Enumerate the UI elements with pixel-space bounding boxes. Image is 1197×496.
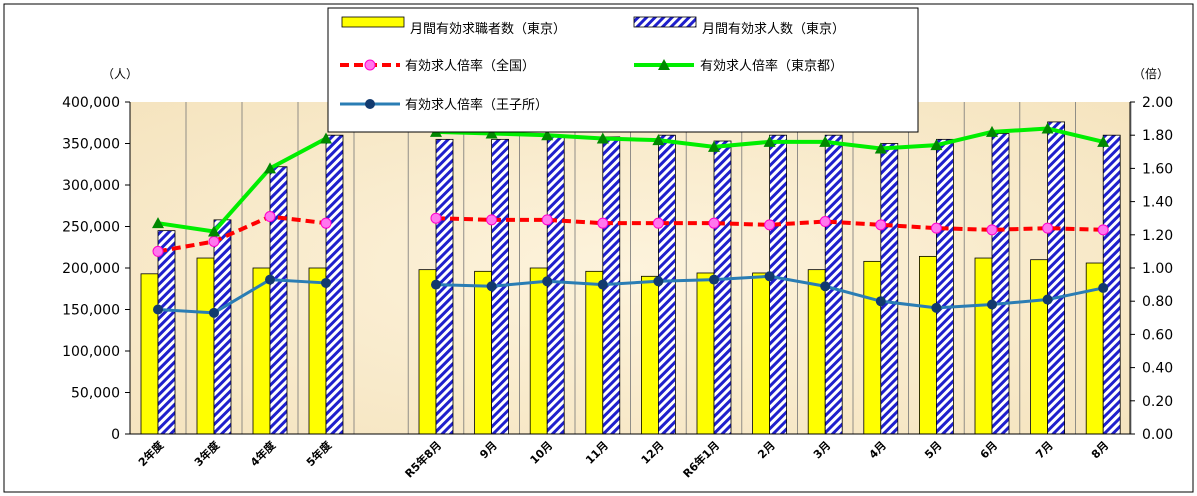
marker-oji-ratio [876, 296, 886, 306]
left-tick-label: 150,000 [62, 303, 120, 319]
marker-national-ratio [1098, 225, 1108, 235]
right-tick-label: 1.60 [1142, 161, 1173, 177]
bar-job-seekers [1031, 260, 1048, 434]
marker-national-ratio [931, 223, 941, 233]
bar-job-seekers [197, 258, 214, 434]
marker-oji-ratio [598, 280, 608, 290]
bar-job-openings [992, 134, 1009, 434]
marker-oji-ratio [1098, 283, 1108, 293]
bar-job-seekers [253, 268, 270, 434]
bar-job-openings [881, 144, 898, 435]
legend-label-tokyo: 有効求人倍率（東京都） [700, 58, 843, 74]
left-tick-label: 200,000 [62, 261, 120, 277]
left-tick-label: 300,000 [62, 178, 120, 194]
marker-oji-ratio [431, 280, 441, 290]
marker-national-ratio [598, 218, 608, 228]
marker-national-ratio [1043, 223, 1053, 233]
marker-national-ratio [265, 212, 275, 222]
left-tick-label: 50,000 [71, 386, 120, 402]
right-tick-label: 0.60 [1142, 327, 1173, 343]
marker-national-ratio [765, 220, 775, 230]
left-tick-label: 250,000 [62, 220, 120, 236]
marker-national-ratio [209, 236, 219, 246]
left-tick-label: 350,000 [62, 137, 120, 153]
left-axis-unit: （人） [102, 67, 138, 81]
bar-job-openings [770, 135, 787, 434]
bar-job-seekers [530, 268, 547, 434]
right-tick-label: 0.80 [1142, 294, 1173, 310]
marker-oji-ratio [487, 281, 497, 291]
bar-job-seekers [419, 270, 436, 434]
bar-job-seekers [919, 256, 936, 434]
legend-label-oji: 有効求人倍率（王子所） [405, 97, 548, 113]
marker-oji-ratio [987, 300, 997, 310]
right-tick-label: 0.40 [1142, 361, 1173, 377]
marker-oji-ratio [709, 275, 719, 285]
marker-oji-ratio [321, 278, 331, 288]
marker-oji-ratio [265, 275, 275, 285]
bar-job-seekers [975, 258, 992, 434]
bar-job-seekers [586, 271, 603, 434]
left-tick-label: 400,000 [62, 95, 120, 111]
legend-marker-national [365, 60, 375, 70]
marker-national-ratio [876, 220, 886, 230]
bar-job-openings [1048, 122, 1065, 434]
legend-label-job-seekers: 月間有効求職者数（東京） [410, 21, 566, 37]
right-tick-label: 0.00 [1142, 427, 1173, 443]
legend-label-job-openings: 月間有効求人数（東京） [702, 21, 845, 37]
marker-oji-ratio [1043, 295, 1053, 305]
marker-oji-ratio [931, 303, 941, 313]
right-tick-label: 0.20 [1142, 394, 1173, 410]
marker-national-ratio [542, 215, 552, 225]
bar-job-seekers [141, 274, 158, 434]
bar-job-seekers [864, 261, 881, 434]
legend-swatch-job-openings [634, 17, 696, 27]
legend-swatch-job-seekers [342, 17, 404, 27]
bar-job-seekers [475, 271, 492, 434]
bar-job-seekers [753, 273, 770, 434]
bar-job-openings [270, 167, 287, 434]
right-tick-label: 2.00 [1142, 95, 1173, 111]
right-tick-label: 1.00 [1142, 261, 1173, 277]
marker-oji-ratio [765, 271, 775, 281]
marker-oji-ratio [542, 276, 552, 286]
marker-oji-ratio [209, 308, 219, 318]
bar-job-openings [214, 220, 231, 434]
right-tick-label: 1.20 [1142, 228, 1173, 244]
right-tick-label: 1.40 [1142, 195, 1173, 211]
bar-job-seekers [641, 276, 658, 434]
marker-national-ratio [820, 217, 830, 227]
left-tick-label: 100,000 [62, 344, 120, 360]
marker-oji-ratio [820, 281, 830, 291]
bar-job-openings [158, 231, 175, 434]
marker-national-ratio [709, 218, 719, 228]
marker-national-ratio [321, 218, 331, 228]
right-axis-unit: （倍） [1133, 66, 1169, 81]
bar-job-seekers [808, 270, 825, 434]
legend-label-national: 有効求人倍率（全国） [405, 58, 535, 74]
bar-job-openings [714, 141, 731, 434]
marker-national-ratio [487, 215, 497, 225]
bar-job-seekers [697, 273, 714, 434]
marker-national-ratio [653, 218, 663, 228]
bar-job-openings [936, 139, 953, 434]
marker-national-ratio [987, 225, 997, 235]
marker-national-ratio [153, 246, 163, 256]
legend-marker-oji [365, 99, 375, 109]
marker-national-ratio [431, 213, 441, 223]
bar-job-seekers [309, 268, 326, 434]
right-tick-label: 1.80 [1142, 128, 1173, 144]
marker-oji-ratio [153, 305, 163, 315]
left-tick-label: 0 [111, 427, 120, 443]
marker-oji-ratio [653, 276, 663, 286]
